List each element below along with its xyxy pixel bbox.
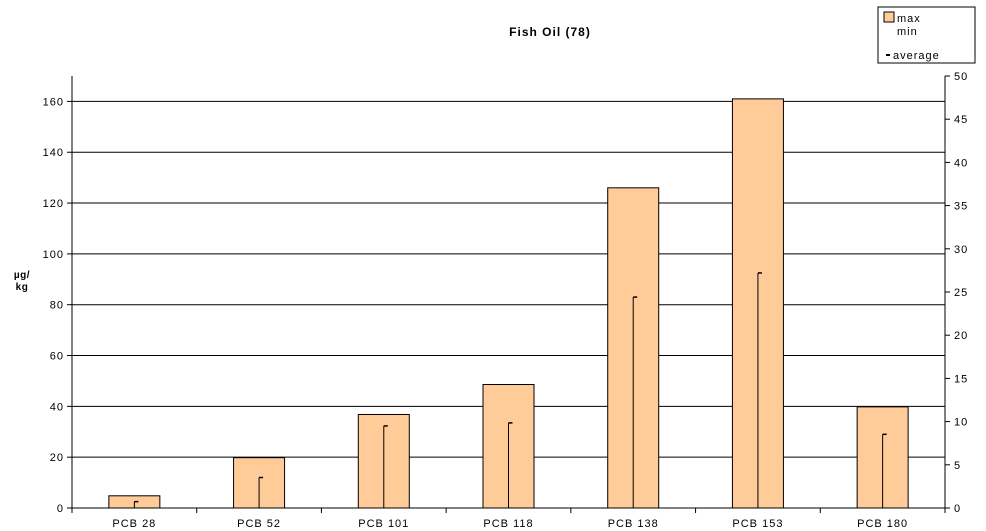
y2-tick-label: 40 [954,157,968,169]
y2-tick-label: 10 [954,417,968,429]
legend-label-max: max [897,13,921,25]
y-axis-right-ticks: 0 5 10 15 20 25 30 35 40 45 50 [945,71,968,515]
chart-title: Fish Oil (78) [509,25,591,39]
x-tick-label: PCB 101 [358,518,409,530]
y2-tick-label: 25 [954,287,968,299]
x-tick-label: PCB 52 [237,518,281,530]
average-marks [133,272,887,508]
y2-tick-label: 20 [954,330,968,342]
x-tick-label: PCB 153 [732,518,783,530]
x-tick-label: PCB 138 [608,518,659,530]
legend: max min average [877,6,976,64]
x-tick-label: PCB 28 [112,518,156,530]
y-tick-label: 20 [50,452,64,464]
legend-label-average: average [893,50,940,62]
y2-tick-label: 35 [954,201,968,213]
y2-tick-label: 45 [954,114,968,126]
y2-tick-label: 0 [954,503,961,515]
y-tick-label: 60 [50,351,64,363]
y2-tick-label: 15 [954,373,968,385]
x-tick-label: PCB 180 [857,518,908,530]
legend-swatch-max [883,11,895,23]
x-axis-ticks: PCB 28 PCB 52 PCB 101 PCB 118 PCB 138 PCB 153… [71,508,946,530]
y-axis-left-ticks: 0 20 40 60 80 100 120 140 160 [43,96,72,515]
y-tick-label: 40 [50,401,64,413]
y-axis-label-line2: kg [16,282,29,293]
y-tick-label: 80 [50,300,64,312]
y-tick-label: 100 [43,249,64,261]
y-tick-label: 0 [57,503,64,515]
y2-tick-label: 50 [954,71,968,83]
y-tick-label: 140 [43,147,64,159]
legend-label-min: min [897,26,918,38]
y2-tick-label: 30 [954,244,968,256]
y2-tick-label: 5 [954,460,961,472]
gridlines [72,100,945,458]
y-tick-label: 120 [43,198,64,210]
x-tick-label: PCB 118 [483,518,533,530]
y-tick-label: 160 [43,96,64,108]
legend-swatch-average [886,54,890,56]
y-axis-label-line1: µg/ [14,270,30,281]
